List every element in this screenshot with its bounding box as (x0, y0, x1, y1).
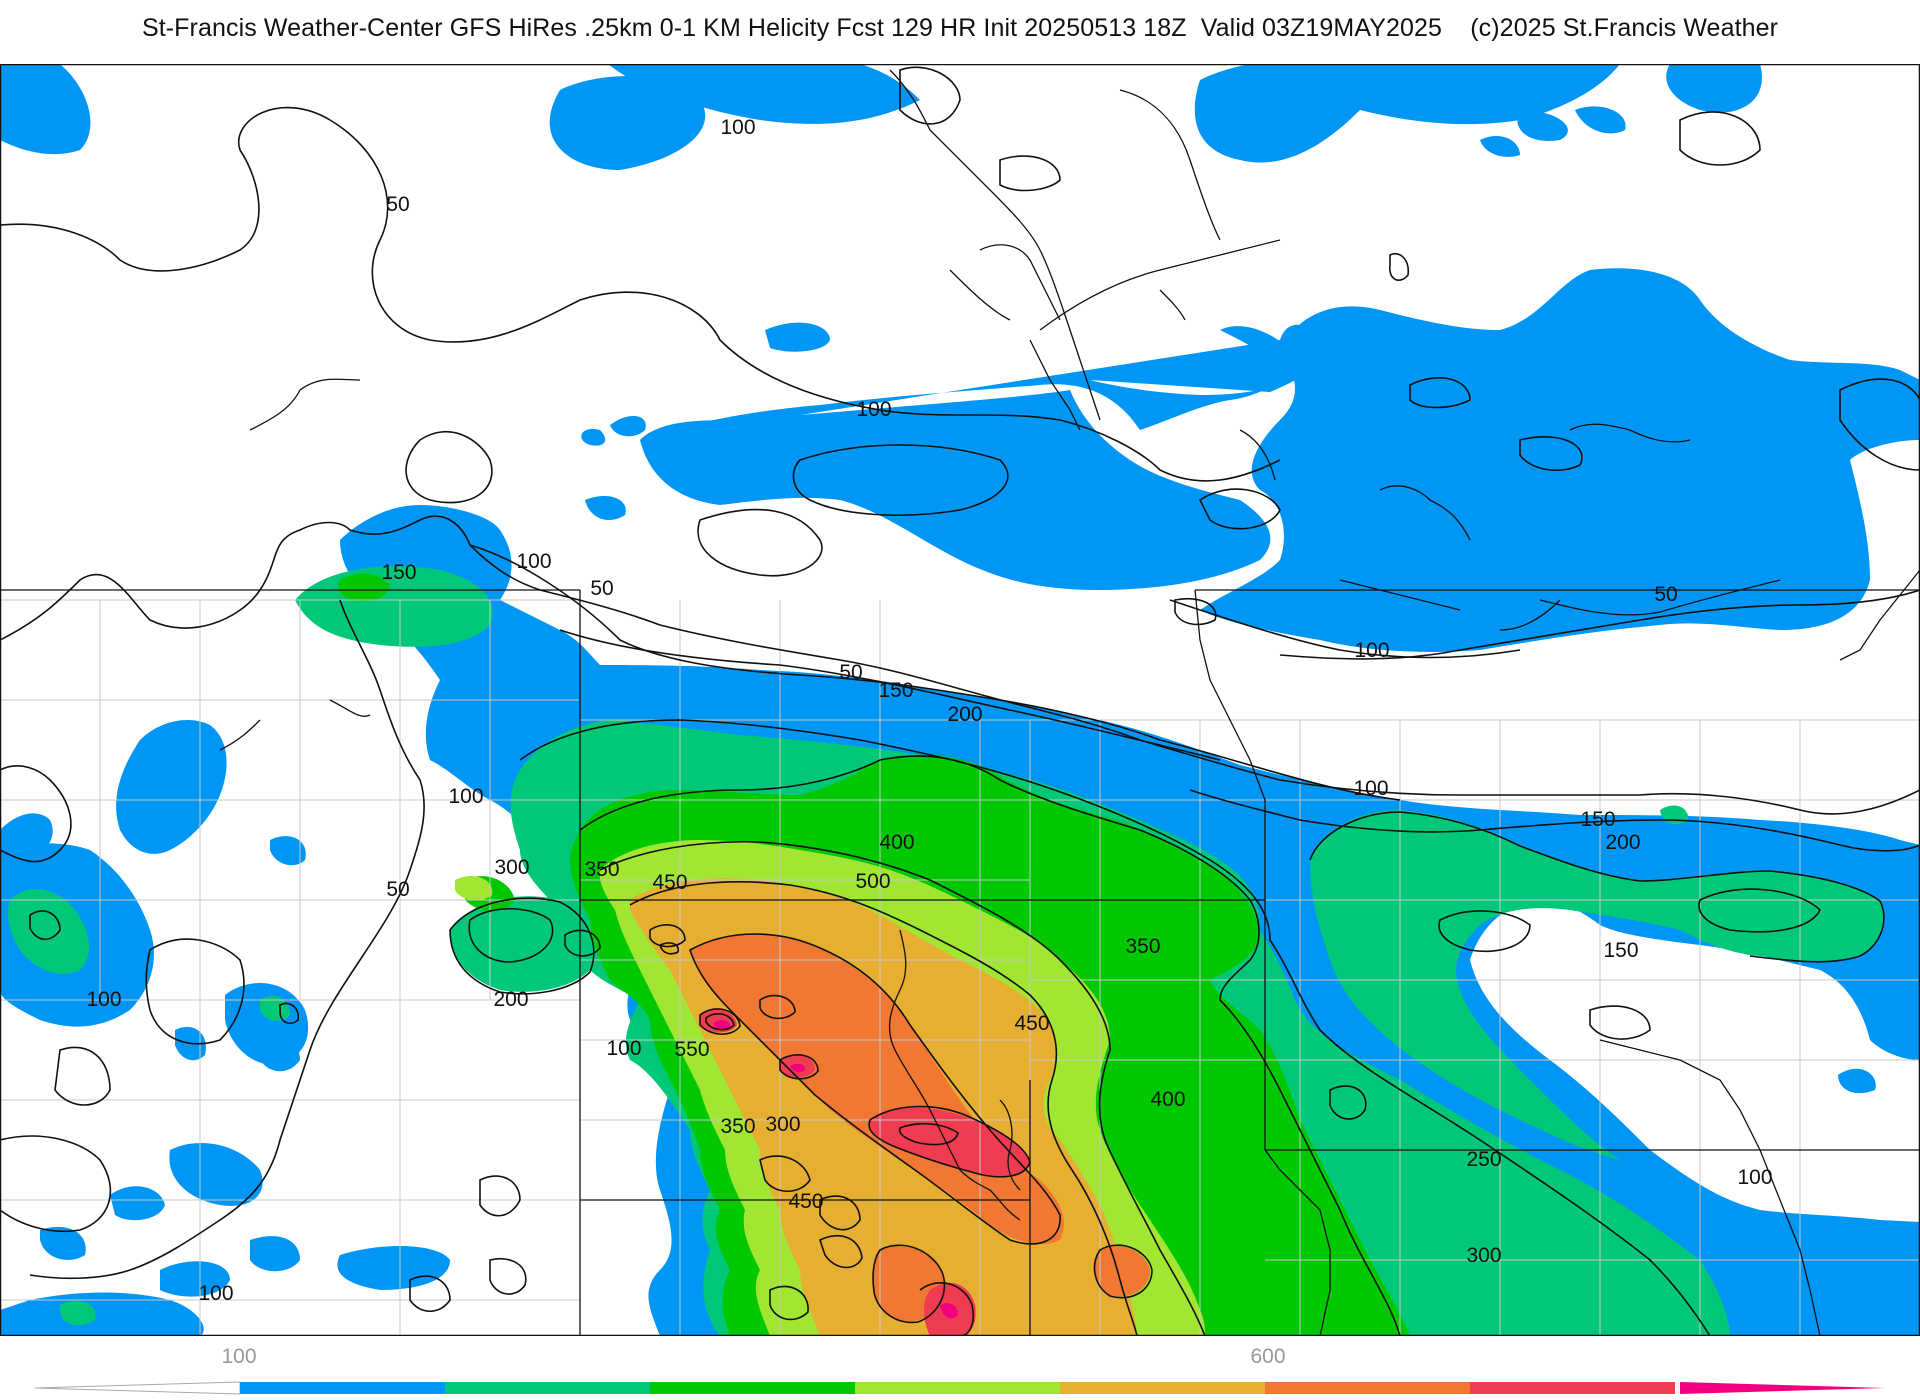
contour-label: 300 (494, 856, 529, 879)
contour-label: 100 (86, 988, 121, 1011)
contour-label: 100 (1353, 777, 1388, 800)
contour-label: 100 (1354, 639, 1389, 662)
contour-label: 150 (1603, 939, 1638, 962)
colorbar-segment (1470, 1382, 1675, 1394)
contour-labels: 100 50 100 150 100 50 50 150 200 100 50 … (86, 116, 1772, 1305)
contour-label: 50 (1654, 583, 1677, 606)
contour-label: 50 (590, 577, 613, 600)
contour-label: 200 (947, 703, 982, 726)
colorbar-segment (650, 1382, 855, 1394)
contour-label: 400 (879, 831, 914, 854)
contour-label: 350 (584, 858, 619, 881)
contour-label: 550 (674, 1038, 709, 1061)
colorbar-segment (1265, 1382, 1470, 1394)
contour-label: 200 (493, 988, 528, 1011)
contour-label: 250 (1466, 1148, 1501, 1171)
contour-label: 300 (765, 1113, 800, 1136)
contour-label: 50 (839, 661, 862, 684)
colorbar-tick-label: 100 (221, 1345, 256, 1368)
contour-label: 350 (1125, 935, 1160, 958)
contour-label: 200 (1605, 831, 1640, 854)
colorbar-tick-label: 600 (1250, 1345, 1285, 1368)
colorbar-segment (445, 1382, 650, 1394)
contour-label: 100 (720, 116, 755, 139)
contour-label: 150 (1580, 808, 1615, 831)
contour-label: 450 (1014, 1012, 1049, 1035)
contour-label: 500 (855, 870, 890, 893)
contour-label: 100 (448, 785, 483, 808)
contour-label: 50 (386, 878, 409, 901)
helicity-map[interactable]: 100 50 100 150 100 50 50 150 200 100 50 … (0, 64, 1920, 1336)
colorbar-segment (1060, 1382, 1265, 1394)
contour-label: 400 (1150, 1088, 1185, 1111)
contour-lines (0, 66, 1920, 1336)
colorbar: 100 600 (34, 1345, 1885, 1395)
contour-label: 100 (516, 550, 551, 573)
map-title: St-Francis Weather-Center GFS HiRes .25k… (141, 14, 1779, 42)
contour-label: 300 (1466, 1244, 1501, 1267)
contour-label: 100 (1737, 1166, 1772, 1189)
contour-label: 50 (386, 193, 409, 216)
colorbar-high-arrow (1680, 1382, 1885, 1394)
colorbar-segment (240, 1382, 445, 1394)
contour-label: 150 (381, 561, 416, 584)
colorbar-segment (855, 1382, 1060, 1394)
contour-label: 350 (720, 1115, 755, 1138)
contour-label: 450 (788, 1190, 823, 1213)
colorbar-segments (240, 1382, 1675, 1394)
contour-label: 150 (878, 679, 913, 702)
colorbar-low-arrow (34, 1381, 241, 1395)
contour-label: 100 (606, 1037, 641, 1060)
contour-label: 100 (856, 398, 891, 421)
contour-label: 100 (198, 1282, 233, 1305)
fill-level-450 (713, 1020, 958, 1319)
political-borders (0, 69, 1920, 1336)
contour-label: 450 (652, 871, 687, 894)
